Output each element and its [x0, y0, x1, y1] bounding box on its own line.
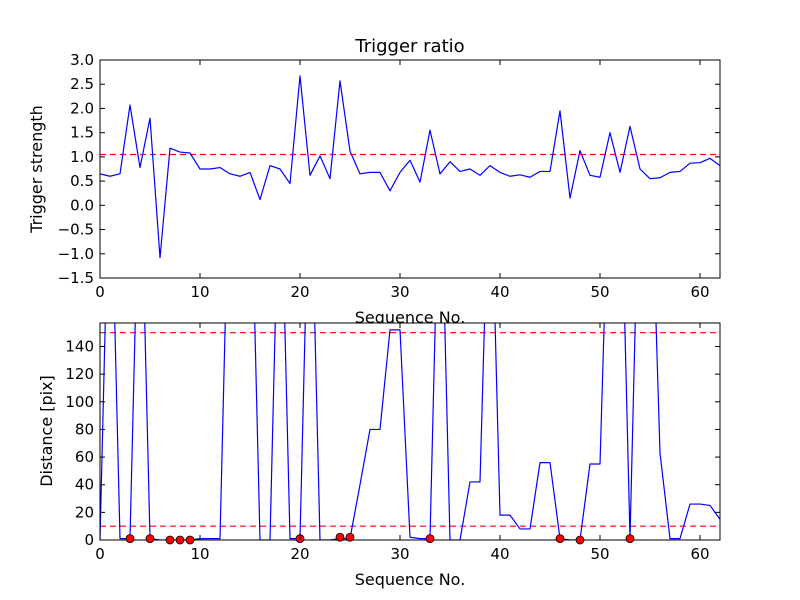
x-tick-label: 10 — [190, 283, 209, 301]
data-marker — [425, 534, 435, 544]
y-tick-label: 2.5 — [70, 75, 94, 93]
data-marker — [185, 535, 195, 545]
x-tick-label: 20 — [290, 283, 309, 301]
axes-frame-top — [99, 59, 721, 279]
y-tick-label: 1.5 — [70, 124, 94, 142]
y-tick-label: 0.5 — [70, 172, 94, 190]
x-tick-label: 30 — [390, 283, 409, 301]
y-tick-label: 20 — [75, 503, 94, 521]
y-tick-label: −1.0 — [58, 245, 94, 263]
y-tick-label: −0.5 — [58, 221, 94, 239]
axes-frame-bottom — [99, 322, 721, 541]
series-line — [100, 323, 720, 540]
plot-area-top — [100, 75, 720, 259]
subplot-distance: 0 10 20 30 40 50 60 0 20 40 60 80 100 120 140 Sequence… — [37, 322, 721, 589]
y-tick-label: 40 — [75, 476, 94, 494]
x-axis-title-top: Sequence No. — [355, 308, 466, 327]
data-marker — [175, 535, 185, 545]
x-tick-label: 60 — [690, 545, 709, 563]
x-tick-label: 60 — [690, 283, 709, 301]
data-marker — [125, 534, 135, 544]
data-marker — [555, 534, 565, 544]
plot-background-bottom — [100, 323, 720, 540]
y-tick-label: 140 — [65, 337, 94, 355]
y-tick-label: 80 — [75, 420, 94, 438]
x-tick-label: 10 — [190, 545, 209, 563]
x-tick-label: 50 — [590, 545, 609, 563]
data-marker — [345, 532, 355, 542]
plot-area-bottom — [100, 323, 720, 540]
subplot-trigger-ratio: Trigger ratio 0 10 20 30 40 50 60−1.5−1.0−0.50… — [27, 36, 721, 327]
y-tick-label: 1.0 — [70, 148, 94, 166]
y-tick-label: 3.0 — [70, 51, 94, 69]
y-tick-label: 120 — [65, 365, 94, 383]
ticks-bottom: 0 10 20 30 40 50 60 0 20 40 60 80 100 120 140 — [65, 323, 720, 563]
x-tick-label: 20 — [290, 545, 309, 563]
y-axis-title-bottom: Distance [pix] — [37, 375, 56, 487]
y-tick-label: 0.0 — [70, 196, 94, 214]
x-tick-label: 40 — [490, 283, 509, 301]
x-tick-label: 0 — [95, 545, 105, 563]
ticks-top: 0 10 20 30 40 50 60 −1.5 −1.0 −0.5 0.0 0.5 1.0 1.5 2.0… — [58, 51, 720, 301]
chart-title: Trigger ratio — [354, 36, 464, 57]
x-tick-label: 0 — [95, 283, 105, 301]
data-marker — [335, 532, 345, 542]
x-tick-label: 30 — [390, 545, 409, 563]
y-tick-label: 60 — [75, 448, 94, 466]
y-axis-title-top: Trigger strength — [27, 105, 46, 234]
y-tick-label: 100 — [65, 393, 94, 411]
data-marker — [145, 534, 155, 544]
x-axis-title-bottom: Sequence No. — [355, 570, 466, 589]
x-tick-label: 50 — [590, 283, 609, 301]
series-line — [100, 75, 720, 259]
y-tick-label: 2.0 — [70, 99, 94, 117]
data-marker — [165, 535, 175, 545]
x-tick-label: 40 — [490, 545, 509, 563]
y-tick-label: −1.5 — [58, 269, 94, 287]
data-marker — [575, 535, 585, 545]
y-tick-label: 0 — [84, 531, 94, 549]
data-marker — [625, 534, 635, 544]
